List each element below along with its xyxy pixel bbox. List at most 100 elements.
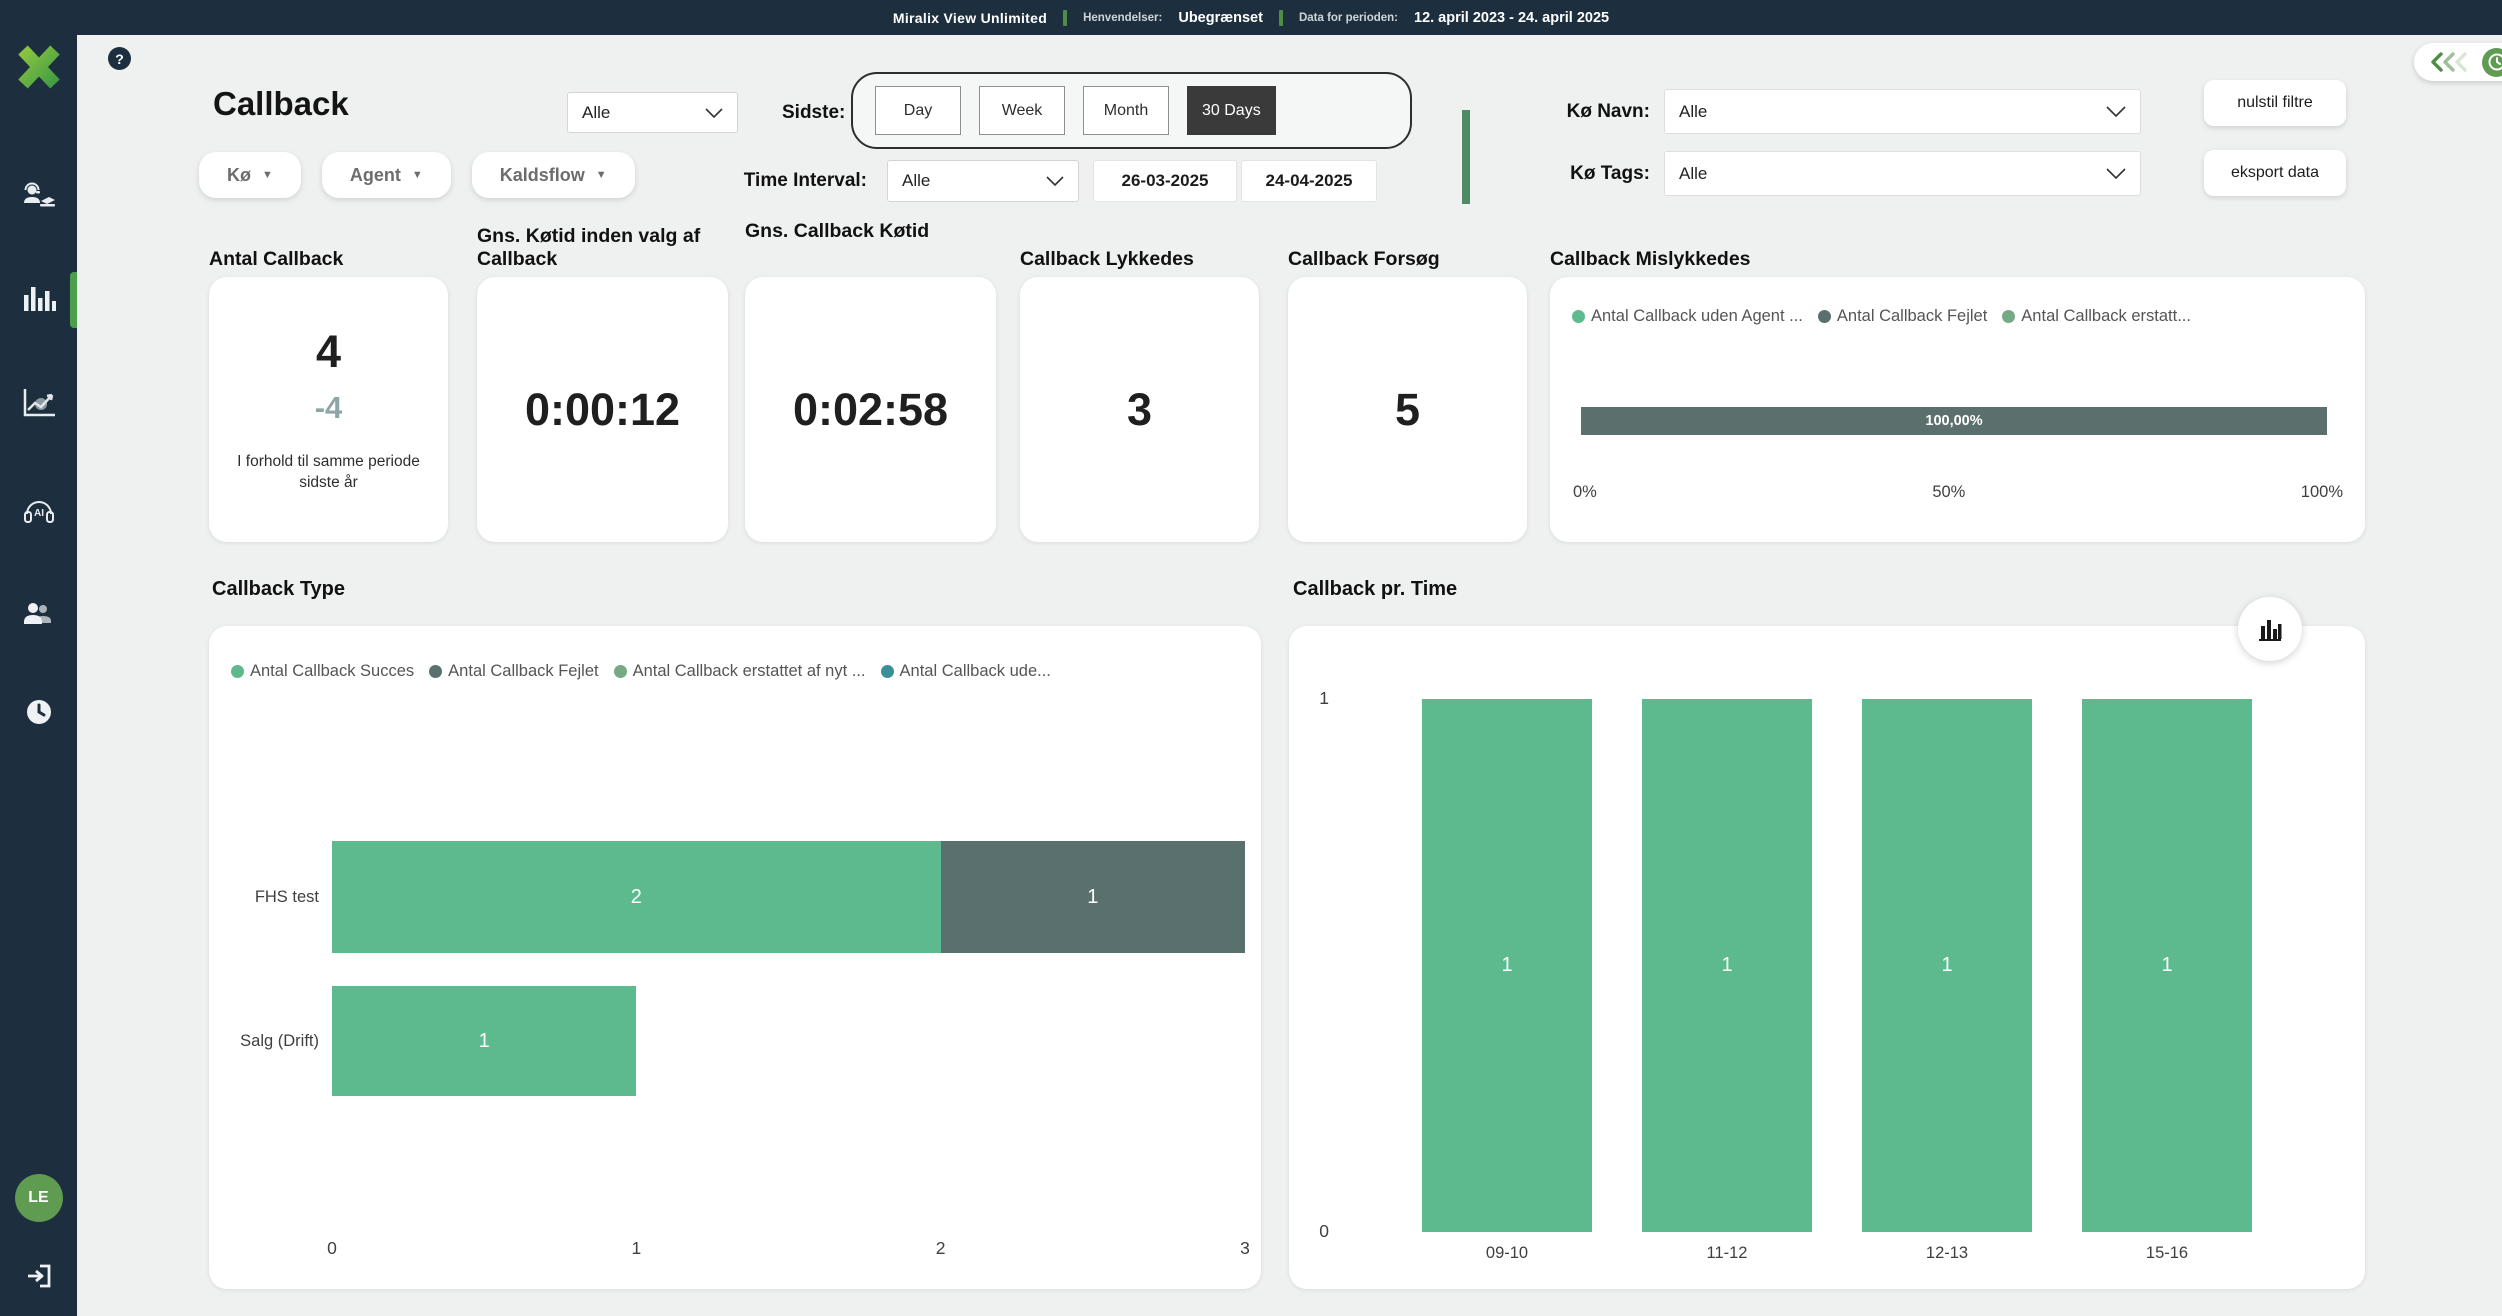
periode-label: Data for perioden: [1299,12,1398,24]
page-title: Callback [213,85,349,123]
collapse-chevrons-icon[interactable] [2429,52,2471,72]
export-data-button[interactable]: eksport data [2204,150,2346,196]
legend-item-antal-callback-uden-agent[interactable]: Antal Callback uden Agent ... [1572,307,1803,326]
scope-select-value: Alle [582,103,610,123]
kpi-value: 4 [316,326,341,378]
license-brand: Miralix View Unlimited [893,10,1047,26]
topbar-divider [1063,10,1067,26]
ko-navn-select[interactable]: Alle [1664,89,2141,134]
period-button-week[interactable]: Week [979,86,1065,135]
kpi-card: 5 [1288,277,1527,542]
chevron-down-icon: ▼ [412,169,423,181]
chevron-down-icon: ▼ [596,169,607,181]
miralix-x-logo[interactable] [14,44,64,95]
chevron-down-icon [1046,176,1064,186]
period-button-30-days[interactable]: 30 Days [1187,86,1276,135]
bar-chart-icon[interactable] [22,283,56,313]
filter-pill-k[interactable]: Kø ▼ [199,152,301,198]
period-button-day[interactable]: Day [875,86,961,135]
svg-text:AI: AI [34,508,44,519]
legend-item-antal-callback-succes[interactable]: Antal Callback Succes [231,662,414,681]
bar-segment-antal-callback-fejlet: 100,00% [1581,407,2327,435]
legend-dot-icon [1572,310,1585,323]
logout-icon[interactable] [25,1262,53,1290]
kpi-value: 5 [1395,384,1420,436]
reset-filters-button[interactable]: nulstil filtre [2204,80,2346,126]
legend-label: Antal Callback Succes [250,662,414,681]
dashboard-page: Miralix View Unlimited Henvendelser: Ube… [0,0,2502,1316]
legend-item-antal-callback-ude[interactable]: Antal Callback ude... [881,662,1051,681]
kpi-card: 0:00:12 [477,277,728,542]
kpi-title: Callback Forsøg [1288,215,1527,277]
legend-item-antal-callback-fejlet[interactable]: Antal Callback Fejlet [1818,307,1987,326]
bar-row-fhs-test: 21 [332,841,1245,953]
clock-toggle-icon[interactable] [2482,48,2502,77]
sidste-label: Sidste: [782,92,845,133]
kpi-callback-lykkedes: Callback Lykkedes 3 [1020,215,1259,542]
scope-select[interactable]: Alle [567,92,738,133]
clock-icon[interactable] [25,698,53,726]
x-tick-label: 1 [631,1238,641,1259]
x-tick-label: 15-16 [2146,1244,2188,1263]
kpi-antal-callback: Antal Callback 4 -4 I forhold til samme … [209,215,448,542]
filter-pill-label: Kø [227,165,251,186]
x-tick-label: 09-10 [1486,1244,1528,1263]
legend-label: Antal Callback ude... [900,662,1051,681]
mislykkedes-axis: 0%50%100% [1573,483,2343,502]
bar-09-10: 1 [1422,699,1592,1232]
filter-pill-label: Kaldsflow [500,165,585,186]
kpi-title: Gns. Køtid inden valg af Callback [477,215,728,277]
kpi-title: Gns. Callback Køtid [745,215,996,277]
help-icon[interactable]: ? [108,47,131,70]
legend-dot-icon [231,665,244,678]
henvendelser-value: Ubegrænset [1178,10,1263,26]
ko-tags-label: Kø Tags: [1490,151,1650,196]
legend-dot-icon [2002,310,2015,323]
filter-pill-agent[interactable]: Agent ▼ [322,152,451,198]
sidebar-active-indicator [70,272,77,328]
legend-dot-icon [1818,310,1831,323]
avatar[interactable]: LE [15,1174,63,1222]
bar-chart-icon [2257,616,2283,642]
period-button-month[interactable]: Month [1083,86,1169,135]
date-to-input[interactable]: 24-04-2025 [1241,160,1377,202]
legend-dot-icon [881,665,894,678]
callback-mislykkedes-section: Callback Mislykkedes Antal Callback uden… [1550,215,2365,542]
time-interval-select[interactable]: Alle [887,160,1079,202]
bar-segment-antal-callback-succes: 2 [332,841,941,953]
legend-item-antal-callback-fejlet[interactable]: Antal Callback Fejlet [429,662,598,681]
y-tick-label: 0 [1295,1221,1329,1242]
contacts-icon[interactable] [22,601,56,627]
kpi-title: Antal Callback [209,215,448,277]
legend-item-antal-callback-erstattet-af-nyt[interactable]: Antal Callback erstattet af nyt ... [614,662,866,681]
callback-type-legend: Antal Callback Succes Antal Callback Fejl… [231,662,1051,681]
date-from-input[interactable]: 26-03-2025 [1093,160,1237,202]
chevron-down-icon: ▼ [262,169,273,181]
x-tick-label: 0% [1573,483,1597,502]
legend-item-antal-callback-erstatt[interactable]: Antal Callback erstatt... [2002,307,2191,326]
agent-headset-icon[interactable] [21,181,57,211]
legend-dot-icon [429,665,442,678]
bar-row-salg-drift: 1 [332,986,636,1096]
chart-type-toggle-button[interactable] [2238,597,2302,661]
kpi-delta: -4 [315,390,343,426]
x-tick-label: 50% [1932,483,1965,502]
callback-pr-time-panel: 109-10111-12112-13115-1601 [1289,626,2365,1289]
filter-section-divider [1462,110,1470,204]
callback-pr-time-title: Callback pr. Time [1293,578,1457,601]
filter-pill-kaldsflow[interactable]: Kaldsflow ▼ [472,152,635,198]
filter-pill-label: Agent [350,165,401,186]
trend-report-icon[interactable] [21,387,57,419]
section-title: Callback Mislykkedes [1550,215,2365,277]
mislykkedes-bar: 100,00% [1581,407,2327,435]
ai-headset-icon[interactable]: AI [21,496,57,526]
bar-12-13: 1 [1862,699,2032,1232]
kpi-title: Callback Lykkedes [1020,215,1259,277]
ko-tags-select[interactable]: Alle [1664,151,2141,196]
ko-tags-value: Alle [1679,164,1707,184]
chevron-down-icon [2106,106,2126,117]
henvendelser-label: Henvendelser: [1083,12,1162,24]
panel-toggle-pill[interactable] [2414,43,2502,81]
legend-label: Antal Callback erstattet af nyt ... [633,662,866,681]
kpi-value: 3 [1127,384,1152,436]
